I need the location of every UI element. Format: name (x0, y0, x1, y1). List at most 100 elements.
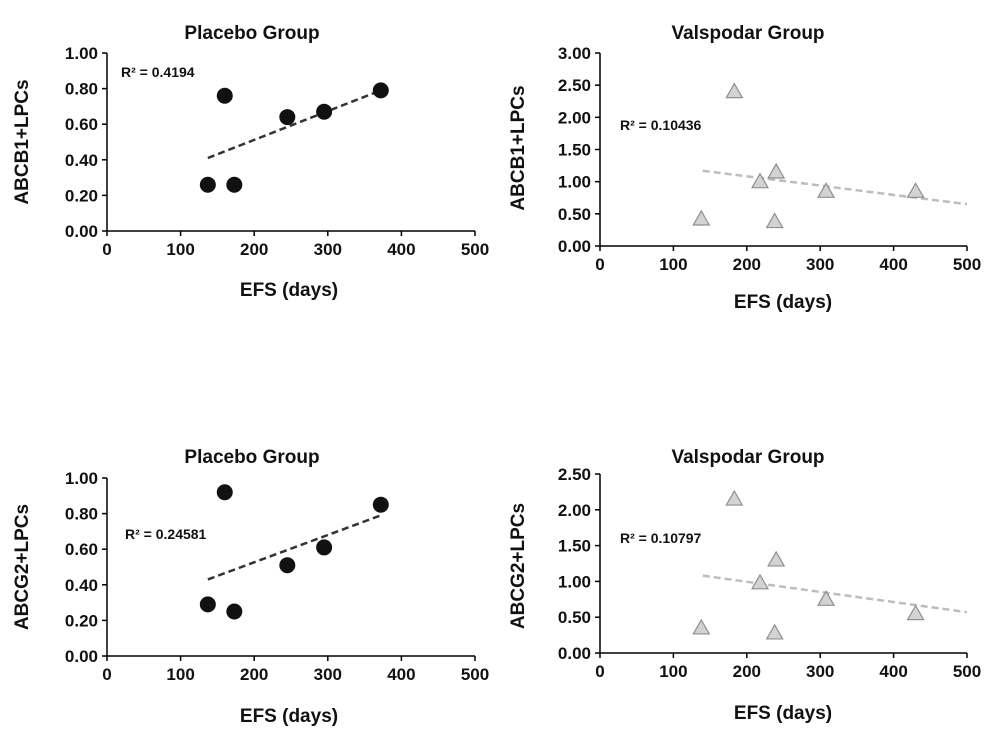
x-tick-label: 500 (461, 665, 489, 684)
y-tick-label: 0.50 (558, 608, 591, 627)
data-point (906, 604, 925, 621)
data-point (817, 590, 836, 606)
y-tick-label: 2.50 (558, 465, 591, 484)
x-tick-label: 500 (461, 240, 489, 259)
x-tick-label: 300 (806, 662, 834, 681)
chart-valspodar-abcg2: Valspodar Group EFS (days) ABCG2+LPCs R²… (508, 447, 981, 724)
y-tick-label: 1.50 (558, 141, 591, 160)
x-tick-label: 500 (953, 255, 981, 274)
y-tick-label: 0.60 (65, 540, 98, 559)
y-tick-label: 0.80 (65, 505, 98, 524)
data-point (372, 496, 389, 513)
x-tick-label: 0 (595, 662, 604, 681)
y-tick-label: 2.00 (558, 501, 591, 520)
trendline (702, 169, 968, 206)
x-tick-label: 200 (733, 662, 761, 681)
x-tick-label: 400 (879, 255, 907, 274)
x-axis-label: EFS (days) (240, 280, 338, 301)
data-point (750, 172, 770, 189)
data-point (692, 618, 711, 635)
data-point (765, 212, 784, 229)
y-tick-label: 3.00 (558, 44, 591, 63)
x-tick-label: 500 (953, 662, 981, 681)
y-tick-label: 0.00 (65, 222, 98, 241)
y-tick-label: 0.60 (65, 115, 98, 134)
data-point (692, 209, 711, 226)
x-axis-label: EFS (days) (734, 703, 832, 724)
x-tick-label: 100 (659, 255, 687, 274)
data-point (750, 573, 770, 590)
chart-title: Valspodar Group (671, 23, 824, 44)
y-tick-label: 0.20 (65, 186, 98, 205)
x-tick-label: 100 (166, 665, 194, 684)
y-tick-label: 2.50 (558, 76, 591, 95)
y-tick-label: 0.00 (65, 647, 98, 666)
y-tick-label: 0.00 (558, 644, 591, 663)
data-point (199, 176, 216, 193)
data-point (316, 539, 333, 556)
y-tick-label: 1.00 (558, 572, 591, 591)
data-point (279, 109, 296, 126)
r-squared-label: R² = 0.24581 (125, 526, 207, 542)
x-tick-label: 400 (387, 665, 415, 684)
y-tick-label: 0.00 (558, 237, 591, 256)
y-tick-label: 0.40 (65, 151, 98, 170)
r-squared-label: R² = 0.10436 (620, 117, 702, 133)
chart-valspodar-abcb1: Valspodar Group EFS (days) ABCB1+LPCs R²… (508, 23, 981, 313)
y-tick-label: 0.80 (65, 80, 98, 99)
x-tick-label: 0 (595, 255, 604, 274)
data-point (817, 182, 836, 198)
x-tick-label: 300 (314, 240, 342, 259)
r-squared-label: R² = 0.10797 (620, 530, 702, 546)
trendline (207, 514, 382, 581)
data-point (316, 103, 333, 120)
x-axis-label: EFS (days) (240, 706, 338, 727)
chart-placebo-abcg2: Placebo Group EFS (days) ABCG2+LPCs R² =… (12, 447, 489, 727)
y-tick-label: 0.50 (558, 205, 591, 224)
x-tick-label: 300 (314, 665, 342, 684)
data-point (906, 182, 925, 198)
data-point (279, 557, 296, 574)
data-point (216, 484, 233, 501)
chart-title: Placebo Group (184, 447, 319, 468)
x-tick-label: 200 (240, 240, 268, 259)
data-point (199, 596, 216, 613)
data-point (767, 162, 786, 179)
y-tick-label: 1.50 (558, 537, 591, 556)
y-tick-label: 2.00 (558, 108, 591, 127)
data-point (725, 82, 744, 99)
x-tick-label: 300 (806, 255, 834, 274)
data-point (226, 603, 243, 620)
chart-title: Valspodar Group (671, 447, 824, 468)
data-point (226, 176, 243, 193)
y-tick-label: 1.00 (65, 44, 98, 63)
x-tick-label: 0 (102, 240, 111, 259)
y-axis-label: ABCG2+LPCs (508, 503, 529, 629)
x-tick-label: 400 (387, 240, 415, 259)
trendline (207, 89, 382, 160)
data-point (372, 82, 389, 99)
y-axis-label: ABCB1+LPCs (12, 79, 33, 204)
x-axis-label: EFS (days) (734, 292, 832, 313)
y-axis-label: ABCB1+LPCs (508, 85, 529, 210)
data-point (216, 87, 233, 104)
x-tick-label: 100 (659, 662, 687, 681)
y-axis-label: ABCG2+LPCs (12, 504, 33, 630)
y-tick-label: 1.00 (65, 469, 98, 488)
r-squared-label: R² = 0.4194 (121, 64, 195, 80)
data-point (725, 489, 744, 506)
data-point (765, 623, 784, 640)
data-point (767, 550, 786, 567)
chart-title: Placebo Group (184, 23, 319, 44)
x-tick-label: 0 (102, 665, 111, 684)
x-tick-label: 200 (240, 665, 268, 684)
trendline (702, 574, 968, 614)
y-tick-label: 1.00 (558, 173, 591, 192)
x-tick-label: 400 (879, 662, 907, 681)
x-tick-label: 100 (166, 240, 194, 259)
chart-placebo-abcb1: Placebo Group EFS (days) ABCB1+LPCs R² =… (12, 23, 489, 301)
y-tick-label: 0.40 (65, 576, 98, 595)
y-tick-label: 0.20 (65, 611, 98, 630)
x-tick-label: 200 (733, 255, 761, 274)
